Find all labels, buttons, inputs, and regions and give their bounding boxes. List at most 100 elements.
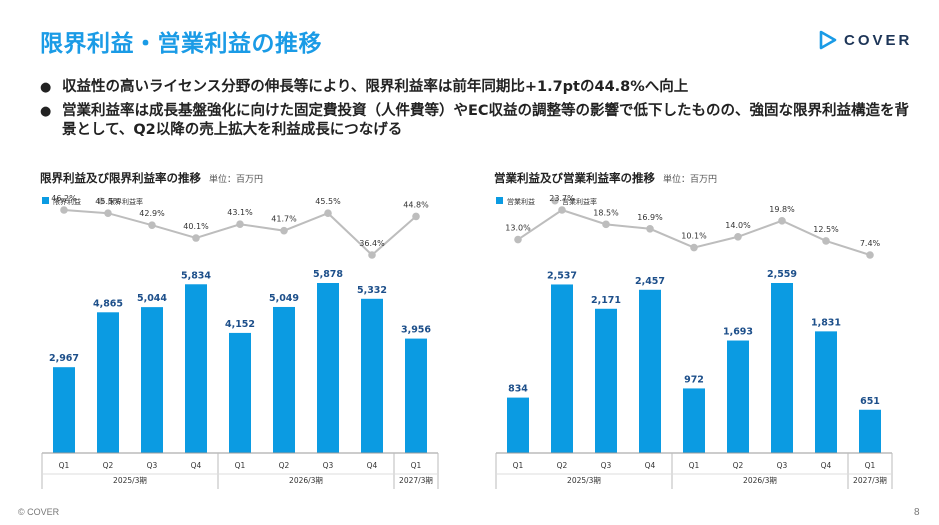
left-chart-title-text: 限界利益及び限界利益率の推移 bbox=[40, 171, 201, 185]
ratio-label: 46.2% bbox=[51, 194, 77, 203]
legend-label-line: 限界利益率 bbox=[108, 197, 143, 206]
copyright: © COVER bbox=[18, 507, 60, 517]
ratio-point bbox=[148, 221, 156, 229]
ratio-point bbox=[514, 235, 522, 244]
ratio-point bbox=[412, 212, 420, 221]
group-label: 2026/3期 bbox=[743, 476, 777, 485]
ratio-label: 16.9% bbox=[637, 213, 663, 222]
bar bbox=[771, 283, 793, 453]
bar-value-label: 4,152 bbox=[225, 319, 255, 330]
ratio-label: 41.7% bbox=[271, 215, 297, 224]
bar-value-label: 2,537 bbox=[547, 270, 577, 281]
ratio-point bbox=[368, 251, 376, 259]
bar-value-label: 1,693 bbox=[723, 327, 753, 338]
bar-value-label: 5,878 bbox=[313, 269, 343, 280]
bar-value-label: 5,044 bbox=[137, 293, 167, 304]
bar bbox=[639, 289, 661, 453]
ratio-label: 12.5% bbox=[813, 225, 839, 234]
ratio-point bbox=[778, 216, 786, 225]
bar-value-label: 972 bbox=[684, 374, 704, 385]
bar-value-label: 1,831 bbox=[811, 317, 841, 328]
bar-value-label: 3,956 bbox=[401, 325, 431, 336]
category-label: Q1 bbox=[235, 461, 246, 470]
category-label: Q1 bbox=[865, 461, 876, 470]
page-title: 限界利益・営業利益の推移 bbox=[40, 31, 322, 57]
legend-swatch-bar bbox=[496, 197, 503, 204]
category-label: Q2 bbox=[103, 461, 114, 470]
bar-value-label: 834 bbox=[508, 384, 528, 395]
bar bbox=[141, 307, 163, 453]
bar bbox=[727, 340, 749, 453]
group-label: 2025/3期 bbox=[113, 476, 147, 485]
category-label: Q4 bbox=[645, 461, 656, 470]
ratio-label: 19.8% bbox=[769, 205, 795, 214]
category-label: Q1 bbox=[59, 461, 70, 470]
bar bbox=[361, 298, 383, 453]
bar-value-label: 2,967 bbox=[49, 353, 79, 364]
ratio-point bbox=[280, 226, 288, 235]
ratio-point bbox=[822, 237, 830, 245]
group-label: 2027/3期 bbox=[853, 476, 887, 485]
bar bbox=[53, 367, 75, 453]
ratio-label: 44.8% bbox=[403, 200, 429, 209]
logo-text: COVER bbox=[844, 31, 913, 49]
ratio-point bbox=[192, 234, 200, 242]
category-label: Q4 bbox=[191, 461, 202, 470]
ratio-point bbox=[324, 209, 332, 218]
ratio-point bbox=[866, 251, 874, 259]
bar-value-label: 5,049 bbox=[269, 293, 299, 304]
category-label: Q3 bbox=[323, 461, 334, 470]
bar bbox=[859, 409, 881, 453]
ratio-label: 13.0% bbox=[505, 224, 531, 233]
bar bbox=[551, 284, 573, 453]
bar bbox=[185, 284, 207, 453]
group-label: 2026/3期 bbox=[289, 476, 323, 485]
ratio-point bbox=[690, 243, 698, 252]
category-label: Q1 bbox=[411, 461, 422, 470]
bar bbox=[229, 332, 251, 453]
summary-bullets: 収益性の高いライセンス分野の伸長等により、限界利益率は前年同期比+1.7ptの4… bbox=[40, 78, 910, 145]
legend-label-bar: 営業利益 bbox=[507, 197, 535, 206]
category-label: Q2 bbox=[733, 461, 744, 470]
bar bbox=[97, 312, 119, 453]
ratio-point bbox=[104, 209, 112, 218]
page-number: 8 bbox=[914, 507, 920, 518]
ratio-label: 7.4% bbox=[860, 239, 881, 248]
bar-value-label: 2,559 bbox=[767, 269, 797, 280]
category-label: Q2 bbox=[279, 461, 290, 470]
bar-value-label: 4,865 bbox=[93, 298, 123, 309]
ratio-point bbox=[602, 220, 610, 229]
legend-swatch-line bbox=[551, 197, 559, 205]
marginal-profit-chart: 限界利益 限界利益率 46.2% 45.5% 42.9% 40.1% 43.1% 41.7% 4… bbox=[41, 194, 439, 489]
cover-logo: COVER bbox=[818, 30, 912, 50]
category-label: Q1 bbox=[689, 461, 700, 470]
category-label: Q3 bbox=[601, 461, 612, 470]
legend-label-bar: 限界利益 bbox=[53, 197, 81, 206]
bar bbox=[683, 388, 705, 453]
ratio-label: 14.0% bbox=[725, 221, 751, 230]
bar bbox=[405, 338, 427, 453]
ratio-point bbox=[646, 224, 654, 233]
left-chart-unit: 単位：百万円 bbox=[209, 175, 264, 185]
legend-swatch-line bbox=[97, 197, 105, 205]
ratio-label: 36.4% bbox=[359, 239, 385, 248]
ratio-label: 43.1% bbox=[227, 208, 253, 217]
category-label: Q3 bbox=[777, 461, 788, 470]
group-label: 2027/3期 bbox=[399, 476, 433, 485]
ratio-label: 18.5% bbox=[593, 208, 619, 217]
bar-value-label: 2,457 bbox=[635, 276, 665, 287]
ratio-label: 40.1% bbox=[183, 222, 209, 231]
ratio-label: 23.7% bbox=[549, 194, 575, 203]
category-label: Q2 bbox=[557, 461, 568, 470]
bar-value-label: 651 bbox=[860, 396, 880, 407]
ratio-label: 45.5% bbox=[315, 197, 341, 206]
bullet-item: 営業利益率は成長基盤強化に向けた固定費投資（人件費等）やEC収益の調整等の影響で… bbox=[40, 102, 910, 140]
ratio-label: 42.9% bbox=[139, 209, 165, 218]
category-label: Q4 bbox=[367, 461, 378, 470]
ratio-point bbox=[60, 206, 68, 214]
bar-value-label: 2,171 bbox=[591, 295, 621, 306]
left-chart-title: 限界利益及び限界利益率の推移 単位：百万円 bbox=[40, 170, 263, 186]
bar-value-label: 5,834 bbox=[181, 270, 211, 281]
bullet-item: 収益性の高いライセンス分野の伸長等により、限界利益率は前年同期比+1.7ptの4… bbox=[40, 78, 910, 97]
group-label: 2025/3期 bbox=[567, 476, 601, 485]
